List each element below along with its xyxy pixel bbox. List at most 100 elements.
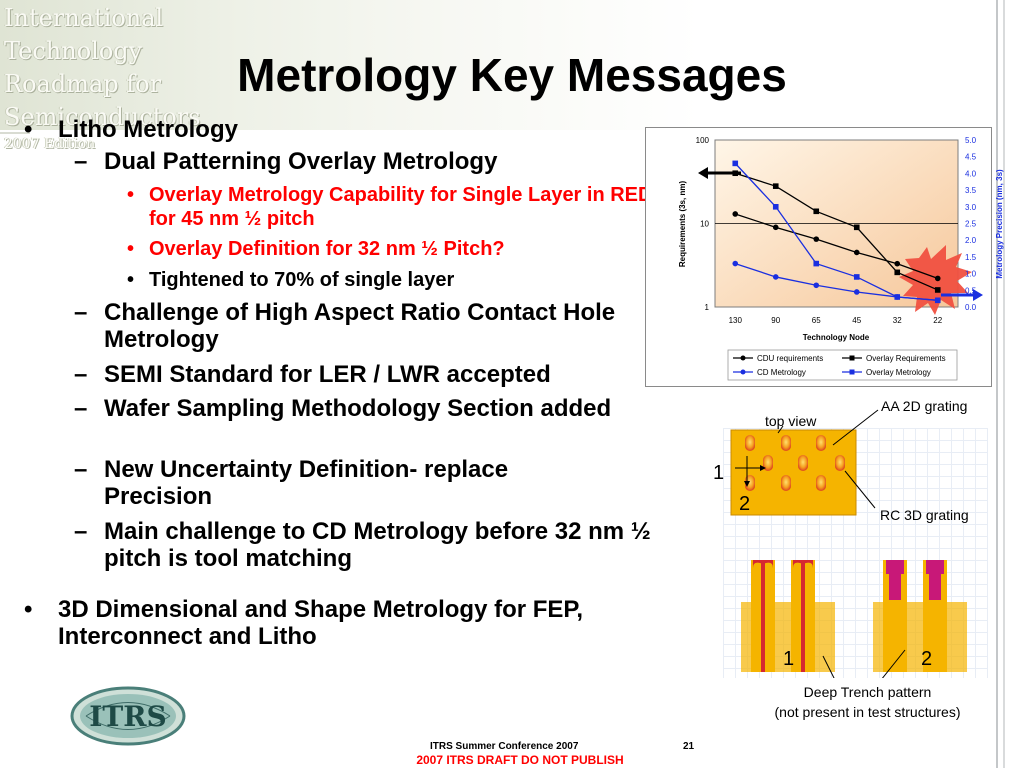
axis-label-2: 2 <box>739 493 751 515</box>
y-right-tick-label: 1.0 <box>965 270 977 279</box>
series-line <box>735 172 939 291</box>
y-axis-title-right: Metrology Precision (nm, 3s) <box>995 169 1004 279</box>
data-point <box>732 160 739 167</box>
x-tick-label: 130 <box>729 316 743 325</box>
legend-label-overlay-metrology: Overlay Metrology <box>866 368 931 377</box>
legend-marker-cd-metrology <box>740 369 746 375</box>
legend-label-cdu: CDU requirements <box>757 354 823 363</box>
trench-label-1: 1 <box>783 648 795 670</box>
data-point <box>853 224 860 231</box>
footer-draft-notice: 2007 ITRS DRAFT DO NOT PUBLISH <box>416 753 624 767</box>
right-arrow-head <box>973 289 983 301</box>
trench-leader-2 <box>881 649 906 678</box>
bullet-l2: – New Uncertainty Definition- replace Pre… <box>0 456 604 510</box>
data-point <box>813 208 820 215</box>
rc-3d-grating-label: RC 3D grating <box>880 507 969 523</box>
x-tick-label: 65 <box>812 316 821 325</box>
data-point <box>934 275 941 282</box>
x-tick-label: 90 <box>771 316 780 325</box>
bullet-marker: • <box>24 596 33 623</box>
data-point <box>934 287 941 293</box>
y-right-tick-label: 1.5 <box>965 253 977 262</box>
bullet-l3: • Overlay Metrology Capability for Single… <box>0 183 659 231</box>
axis-arrow-2-head <box>744 481 750 487</box>
bullet-text: New Uncertainty Definition- replace Prec… <box>104 456 509 510</box>
top-view-leader-line <box>777 425 784 434</box>
y-right-tick-label: 4.0 <box>965 169 977 178</box>
bullet-marker: – <box>74 518 88 545</box>
bullet-marker: – <box>74 299 88 326</box>
bullet-l2: – Wafer Sampling Methodology Section adde… <box>0 395 634 422</box>
y-left-tick-label: 1 <box>705 303 710 312</box>
data-point <box>813 260 820 267</box>
right-rail <box>1003 0 1005 768</box>
aa-2d-grating-label: AA 2D grating <box>881 398 968 414</box>
y-right-tick-label: 3.5 <box>965 186 977 195</box>
x-tick-label: 32 <box>893 316 902 325</box>
y-left-tick-label: 100 <box>696 136 710 145</box>
data-point <box>732 260 739 267</box>
legend-label-overlay-req: Overlay Requirements <box>866 354 946 363</box>
metrology-chart: Requirements (3s, nm) Metrology Precisio… <box>678 136 1004 381</box>
bullet-marker: • <box>24 116 33 143</box>
banner-word: 2007 Edition <box>4 136 96 152</box>
bullet-l2: – Dual Patterning Overlay Metrology <box>0 148 794 175</box>
banner-word: International <box>4 4 164 32</box>
y-right-tick-label: 2.5 <box>965 220 977 229</box>
top-view-label: top view <box>765 413 817 429</box>
bullet-text: Litho Metrology <box>58 116 238 143</box>
bullet-text: Main challenge to CD Metrology before 32… <box>104 518 651 572</box>
axis-arrow-1-head <box>760 465 766 471</box>
y-right-tick-label: 4.5 <box>965 153 977 162</box>
y-right-tick-label: 0.0 <box>965 303 977 312</box>
chart-legend <box>727 349 958 381</box>
trench-leader-1 <box>822 655 835 678</box>
legend-marker-overlay-metrology <box>849 369 855 375</box>
series-line <box>734 162 938 301</box>
bullet-l2: – Challenge of High Aspect Ratio Contact … <box>0 299 664 353</box>
data-point <box>772 183 779 189</box>
deep-trench-left <box>741 560 835 672</box>
right-rail <box>996 0 998 768</box>
data-point <box>894 260 901 267</box>
bullet-marker: • <box>127 184 135 206</box>
footer-conference: ITRS Summer Conference 2007 <box>430 741 579 752</box>
data-point <box>853 274 860 280</box>
axis-label-1: 1 <box>713 462 725 484</box>
bullet-marker: – <box>74 148 88 175</box>
bullet-l2: – SEMI Standard for LER / LWR accepted <box>0 361 794 388</box>
bullet-l1: • Litho Metrology <box>0 116 748 143</box>
bullet-text: Wafer Sampling Methodology Section added <box>104 395 612 422</box>
legend-label-cd-metrology: CD Metrology <box>757 368 806 377</box>
y-axis-title-left: Requirements (3s, nm) <box>678 181 687 268</box>
data-point <box>894 269 901 276</box>
y-right-tick-label: 3.0 <box>965 203 977 212</box>
banner-divider <box>0 132 30 134</box>
deep-trench-right <box>873 560 967 672</box>
series-line <box>735 213 938 280</box>
legend-marker-overlay-req <box>849 355 855 361</box>
itrs-logo: ITRS <box>70 686 186 746</box>
bullet-marker: – <box>74 395 88 422</box>
bullet-l1: • 3D Dimensional and Shape Metrology for … <box>0 596 698 650</box>
y-right-tick-label: 5.0 <box>965 136 977 145</box>
bullet-text: Overlay Metrology Capability for Single … <box>149 184 653 230</box>
logo-text: ITRS <box>89 700 166 733</box>
data-point <box>813 282 820 289</box>
bullet-text: 3D Dimensional and Shape Metrology for F… <box>58 596 583 650</box>
data-point <box>772 204 779 210</box>
data-point <box>772 274 779 280</box>
bullet-marker: • <box>127 238 135 260</box>
banner-word: Roadmap for <box>4 70 162 98</box>
header-banner <box>0 0 1000 130</box>
footer-page-number: 21 <box>683 741 695 752</box>
bullet-l3: • Overlay Definition for 32 nm ½ Pitch? <box>0 237 839 261</box>
y-right-tick-label: 0.5 <box>965 286 977 295</box>
grating-diagram <box>730 409 967 678</box>
bullet-text: Tightened to 70% of single layer <box>149 269 455 291</box>
data-point <box>934 297 941 304</box>
rc-leader-line <box>844 470 876 509</box>
bullet-marker: – <box>74 456 88 483</box>
data-point <box>813 236 820 242</box>
data-point <box>732 211 739 217</box>
